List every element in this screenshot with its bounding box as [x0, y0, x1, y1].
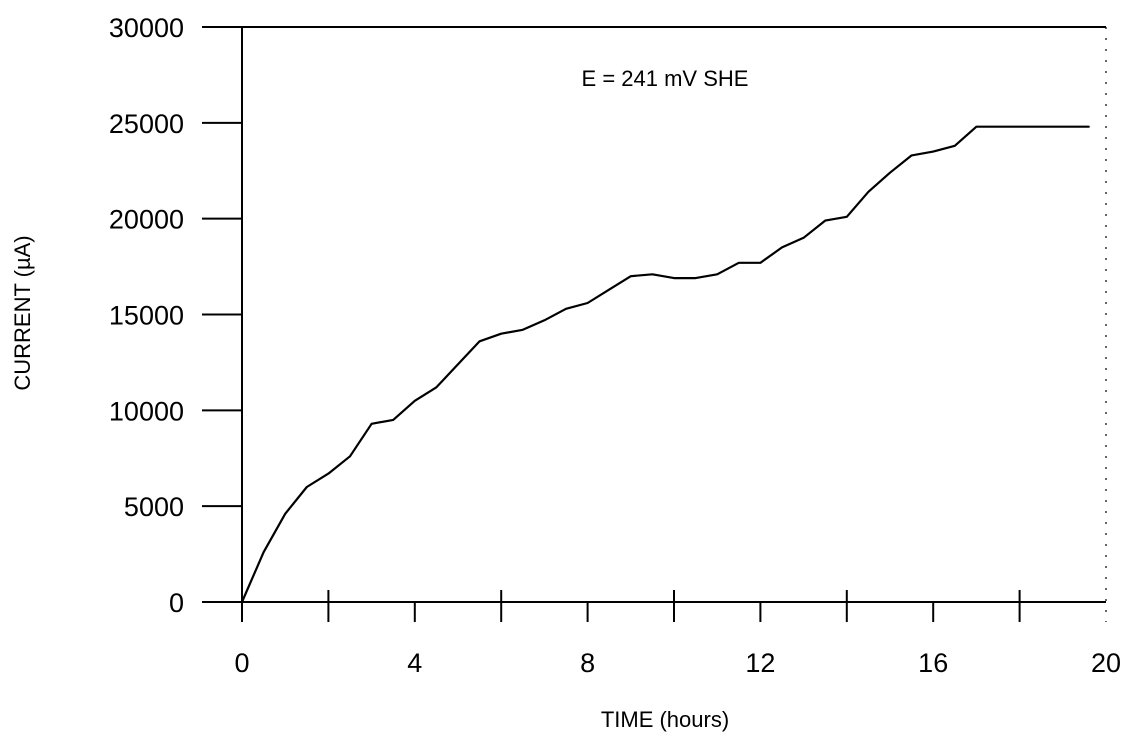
x-axis-tick-labels: 0 4 8 12 16 20: [234, 648, 1121, 678]
x-tick-label: 16: [918, 648, 948, 678]
y-axis-tick-labels: 0 5000 10000 15000 20000 25000 30000: [109, 13, 184, 618]
x-axis-title: TIME (hours): [601, 707, 729, 732]
y-axis-title: CURRENT (µA): [10, 235, 35, 390]
y-tick-label: 25000: [109, 109, 184, 139]
y-tick-label: 30000: [109, 13, 184, 43]
plot-frame: [202, 26, 1107, 622]
axis-ticks: [202, 26, 1021, 622]
annotation-label: E = 241 mV SHE: [582, 66, 749, 91]
x-tick-label: 0: [234, 648, 249, 678]
x-tick-label: 12: [745, 648, 775, 678]
series-group: [240, 125, 1090, 604]
y-tick-label: 20000: [109, 205, 184, 235]
series-line: [240, 125, 1090, 604]
x-tick-label: 4: [407, 648, 422, 678]
y-tick-label: 10000: [109, 396, 184, 426]
x-tick-label: 8: [580, 648, 595, 678]
y-tick-label: 15000: [109, 301, 184, 331]
y-tick-label: 0: [169, 588, 184, 618]
y-tick-label: 5000: [124, 492, 184, 522]
x-tick-label: 20: [1091, 648, 1121, 678]
